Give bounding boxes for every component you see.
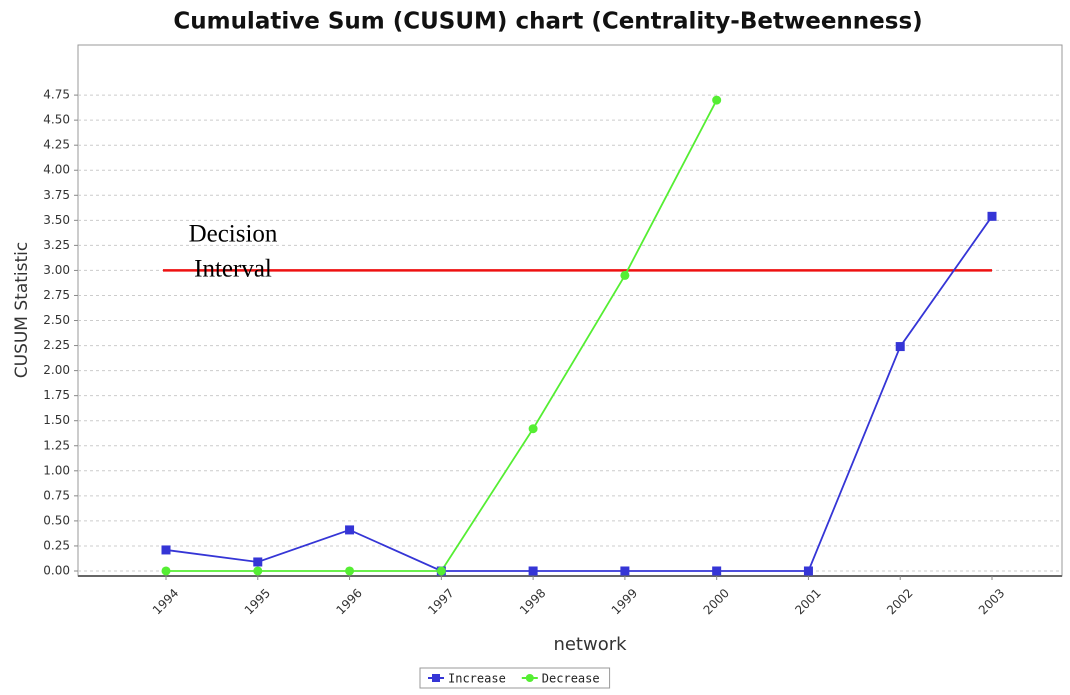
legend-label: Decrease <box>542 672 600 686</box>
y-tick-label: 0.50 <box>43 513 70 527</box>
y-tick-label: 0.75 <box>43 488 70 502</box>
point <box>161 545 171 555</box>
y-tick-label: 2.75 <box>43 288 70 302</box>
x-tick-label: 2001 <box>792 586 823 617</box>
y-tick-label: 3.75 <box>43 188 70 202</box>
x-tick-label: 1996 <box>333 586 364 617</box>
chart-title: Cumulative Sum (CUSUM) chart (Centrality… <box>173 9 922 35</box>
x-tick-label: 2003 <box>976 586 1007 617</box>
y-tick-label: 2.50 <box>43 313 70 327</box>
legend-marker <box>432 674 440 682</box>
y-tick-label: 2.00 <box>43 363 70 377</box>
point <box>895 342 905 352</box>
threshold-label: Interval <box>194 256 272 283</box>
legend-marker <box>525 674 534 682</box>
point <box>803 566 813 576</box>
point <box>987 211 997 221</box>
point <box>436 566 446 576</box>
point <box>528 424 538 434</box>
y-tick-label: 3.25 <box>43 238 70 252</box>
y-axis-label: CUSUM Statistic <box>12 242 32 378</box>
threshold-label: Decision <box>189 221 278 248</box>
y-tick-label: 3.50 <box>43 213 70 227</box>
y-tick-label: 4.25 <box>43 138 70 152</box>
x-axis-label: network <box>553 634 627 655</box>
point <box>253 566 263 576</box>
y-tick-label: 4.00 <box>43 163 70 177</box>
x-tick-label: 1997 <box>425 586 456 617</box>
series-line <box>165 215 993 572</box>
y-tick-label: 1.25 <box>43 438 70 452</box>
y-tick-label: 0.25 <box>43 538 70 552</box>
x-tick-label: 1998 <box>517 586 548 617</box>
x-tick-label: 1999 <box>609 586 640 617</box>
y-tick-label: 3.00 <box>43 263 70 277</box>
y-tick-label: 0.00 <box>43 563 70 577</box>
point <box>528 566 538 576</box>
point <box>345 525 355 535</box>
point <box>620 566 630 576</box>
x-tick-label: 1994 <box>150 586 181 617</box>
x-tick-label: 2000 <box>701 586 732 617</box>
legend-box <box>419 667 611 689</box>
point <box>253 557 263 567</box>
legend-label: Increase <box>448 672 506 686</box>
x-tick-label: 2002 <box>884 586 915 617</box>
series-line <box>166 99 718 572</box>
y-tick-label: 4.75 <box>43 88 70 102</box>
legend: Increase Decrease <box>419 667 611 689</box>
plot-frame <box>77 44 1063 577</box>
y-tick-label: 2.25 <box>43 338 70 352</box>
y-tick-label: 1.75 <box>43 388 70 402</box>
y-tick-label: 1.00 <box>43 463 70 477</box>
point <box>712 566 722 576</box>
x-tick-label: 1995 <box>242 586 273 617</box>
point <box>620 270 630 280</box>
point <box>345 566 355 576</box>
point <box>161 566 171 576</box>
y-tick-label: 1.50 <box>43 413 70 427</box>
point <box>712 95 722 105</box>
y-tick-label: 4.50 <box>43 113 70 127</box>
